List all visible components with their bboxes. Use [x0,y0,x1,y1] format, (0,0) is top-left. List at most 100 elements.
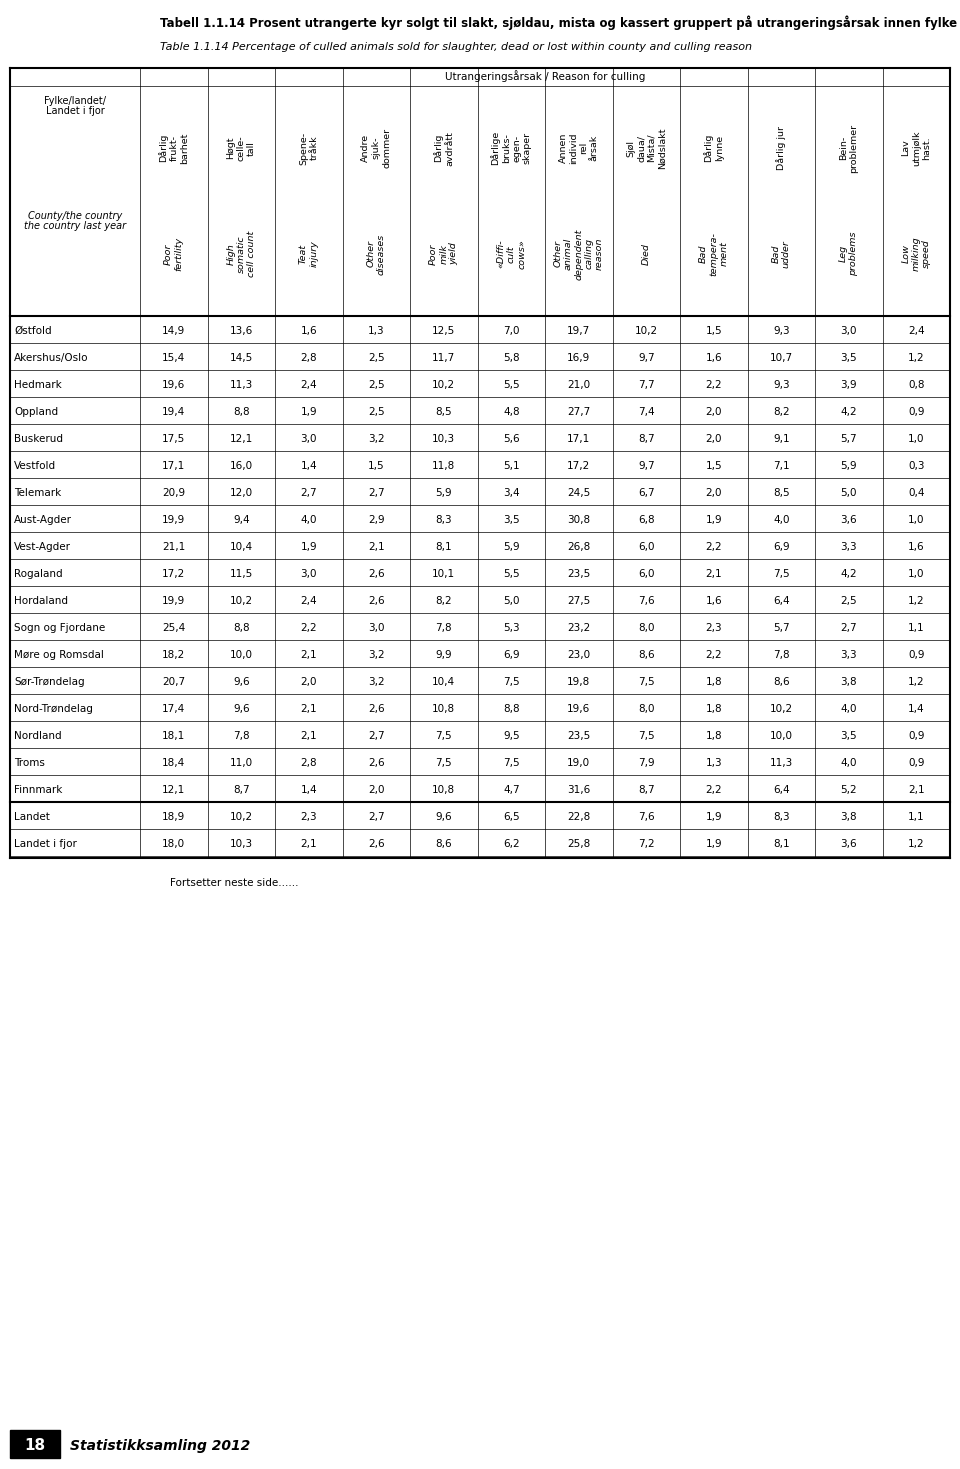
Text: 23,5: 23,5 [567,569,590,579]
Text: 9,3: 9,3 [773,326,789,335]
Text: 2,2: 2,2 [300,623,317,633]
Text: 3,4: 3,4 [503,488,519,498]
Text: 1,8: 1,8 [706,704,722,714]
Text: Poor
milk
yield: Poor milk yield [429,242,459,266]
Text: 2,8: 2,8 [300,353,317,363]
Text: 23,2: 23,2 [567,623,590,633]
Text: 6,9: 6,9 [503,649,519,660]
Text: 14,5: 14,5 [229,353,252,363]
Text: High
somatic
cell count: High somatic cell count [227,231,256,278]
Text: the country last year: the country last year [24,220,126,231]
Text: 5,9: 5,9 [503,542,519,551]
Text: 6,4: 6,4 [773,784,789,795]
Text: 2,6: 2,6 [368,758,385,767]
Text: 10,3: 10,3 [229,839,252,849]
Text: 27,7: 27,7 [567,407,590,417]
Text: 9,1: 9,1 [773,433,789,444]
Text: 3,0: 3,0 [368,623,385,633]
Text: 10,2: 10,2 [229,811,252,821]
Text: 11,8: 11,8 [432,460,455,470]
Text: 8,8: 8,8 [233,407,250,417]
Text: Møre og Romsdal: Møre og Romsdal [14,649,104,660]
Text: 2,7: 2,7 [368,730,385,740]
Text: 17,1: 17,1 [162,460,185,470]
Text: 8,7: 8,7 [638,784,655,795]
Text: 2,5: 2,5 [368,407,385,417]
Text: 10,7: 10,7 [770,353,793,363]
Text: 6,0: 6,0 [638,569,655,579]
Text: 2,1: 2,1 [706,569,722,579]
Text: Dårlig jur: Dårlig jur [777,126,786,170]
Text: 4,7: 4,7 [503,784,519,795]
Text: 19,4: 19,4 [162,407,185,417]
Text: 17,2: 17,2 [567,460,590,470]
Text: Dårlig
frukt-
barhet: Dårlig frukt- barhet [158,132,189,163]
Text: 6,8: 6,8 [638,514,655,524]
Text: 1,3: 1,3 [368,326,385,335]
Text: 4,8: 4,8 [503,407,519,417]
Text: 19,6: 19,6 [162,379,185,389]
Text: 2,1: 2,1 [300,704,317,714]
Text: 1,0: 1,0 [908,569,924,579]
Text: Hordaland: Hordaland [14,595,68,605]
Text: 2,8: 2,8 [300,758,317,767]
Text: Table 1.1.14 Percentage of culled animals sold for slaughter, dead or lost withi: Table 1.1.14 Percentage of culled animal… [160,43,752,51]
Text: 7,5: 7,5 [638,677,655,686]
Text: Bad
udder: Bad udder [772,239,791,267]
Text: 4,0: 4,0 [841,704,857,714]
Text: Vestfold: Vestfold [14,460,56,470]
Text: Finnmark: Finnmark [14,784,62,795]
Text: 23,5: 23,5 [567,730,590,740]
Text: 2,1: 2,1 [300,649,317,660]
Text: 7,4: 7,4 [638,407,655,417]
Text: Tabell 1.1.14 Prosent utrangerte kyr solgt til slakt, sjøldau, mista og kassert : Tabell 1.1.14 Prosent utrangerte kyr sol… [160,15,957,29]
Text: 2,2: 2,2 [706,379,722,389]
Text: 5,5: 5,5 [503,379,519,389]
Text: 1,5: 1,5 [706,326,722,335]
Text: 1,0: 1,0 [908,514,924,524]
Text: 16,0: 16,0 [229,460,252,470]
Text: 10,4: 10,4 [432,677,455,686]
Text: 1,9: 1,9 [706,839,722,849]
Text: 3,8: 3,8 [840,811,857,821]
Text: 8,3: 8,3 [436,514,452,524]
Text: 2,2: 2,2 [706,542,722,551]
Text: 5,6: 5,6 [503,433,519,444]
Text: 18,4: 18,4 [162,758,185,767]
Text: 8,2: 8,2 [773,407,789,417]
Text: 10,2: 10,2 [635,326,658,335]
Text: 18,0: 18,0 [162,839,185,849]
Text: 8,7: 8,7 [233,784,250,795]
Text: 3,6: 3,6 [840,839,857,849]
Text: Dårlige
bruks-
egen-
skaper: Dårlige bruks- egen- skaper [491,131,532,165]
Text: Aust-Agder: Aust-Agder [14,514,72,524]
Text: 26,8: 26,8 [567,542,590,551]
Text: 24,5: 24,5 [567,488,590,498]
Text: 10,3: 10,3 [432,433,455,444]
Text: 1,1: 1,1 [908,811,924,821]
Text: Østfold: Østfold [14,326,52,335]
Text: Rogaland: Rogaland [14,569,62,579]
Text: Sogn og Fjordane: Sogn og Fjordane [14,623,106,633]
Text: 8,8: 8,8 [503,704,519,714]
Text: 4,0: 4,0 [773,514,789,524]
Text: 10,4: 10,4 [229,542,252,551]
Text: «Diffi-
cult
cows»: «Diffi- cult cows» [496,239,526,269]
Text: 0,8: 0,8 [908,379,924,389]
Text: 22,8: 22,8 [567,811,590,821]
Text: Statistikksamling 2012: Statistikksamling 2012 [70,1440,251,1453]
Text: 3,6: 3,6 [840,514,857,524]
Text: 2,5: 2,5 [368,379,385,389]
Text: Høgt
celle-
tall: Høgt celle- tall [227,135,256,162]
Text: 1,3: 1,3 [706,758,722,767]
Text: 6,5: 6,5 [503,811,519,821]
Text: 2,5: 2,5 [368,353,385,363]
Text: 3,0: 3,0 [300,569,317,579]
Text: Telemark: Telemark [14,488,61,498]
Text: 2,1: 2,1 [368,542,385,551]
Text: 10,2: 10,2 [770,704,793,714]
Text: 8,8: 8,8 [233,623,250,633]
Text: 2,6: 2,6 [368,704,385,714]
Text: 8,0: 8,0 [638,623,655,633]
Text: 8,5: 8,5 [773,488,789,498]
